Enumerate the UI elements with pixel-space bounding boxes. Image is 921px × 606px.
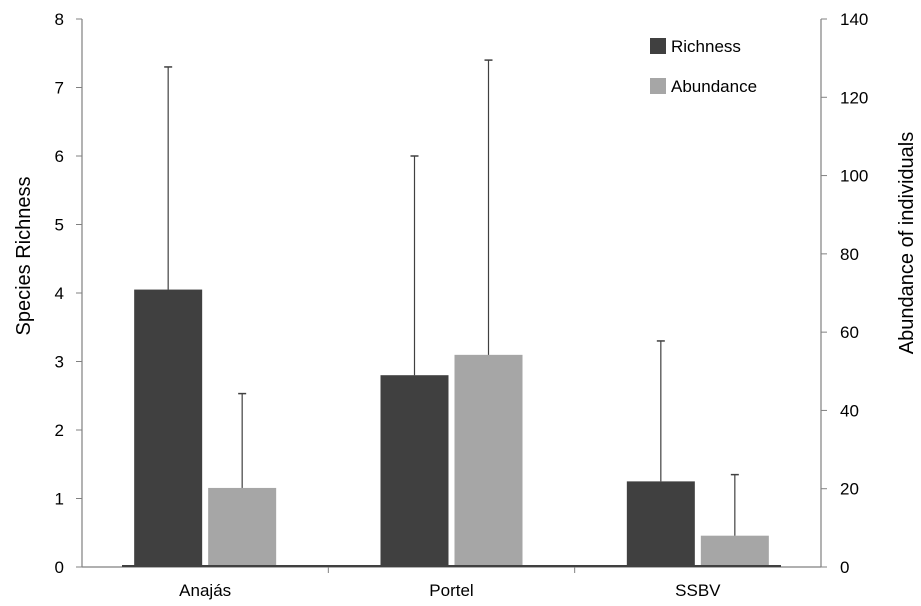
y-left-tick-label: 1 — [55, 490, 64, 509]
y-right-tick-label: 120 — [840, 88, 868, 107]
y-right-tick-label: 140 — [840, 10, 868, 29]
y-right-tick-label: 0 — [840, 558, 849, 577]
y-right-tick-label: 40 — [840, 401, 859, 420]
y-left-tick-label: 5 — [55, 216, 64, 235]
y-left-tick-label: 0 — [55, 558, 64, 577]
y-left-tick-label: 8 — [55, 10, 64, 29]
bars — [134, 289, 769, 567]
y-right-tick-label: 60 — [840, 323, 859, 342]
legend: Richness Abundance — [650, 37, 757, 96]
legend-swatch-abundance — [650, 78, 666, 94]
error-bars — [122, 59, 781, 567]
y-right-tick-label: 20 — [840, 480, 859, 499]
bar-richness — [380, 375, 449, 567]
x-tick-label: Portel — [429, 581, 473, 600]
y-right-tick-label: 80 — [840, 245, 859, 264]
y-left-tick-label: 4 — [55, 284, 64, 303]
x-tick-label: SSBV — [675, 581, 721, 600]
y-left-tick-label: 2 — [55, 421, 64, 440]
x-tick-label: Anajás — [179, 581, 231, 600]
y-left-tick-label: 6 — [55, 147, 64, 166]
legend-label-abundance: Abundance — [671, 77, 757, 96]
y-right-tick-label: 100 — [840, 167, 868, 186]
y-axis-right-title: Abundance of individuals — [896, 132, 918, 354]
bar-abundance — [700, 535, 769, 567]
bar-abundance — [208, 487, 277, 567]
category-separators — [327, 567, 576, 573]
bar-richness — [134, 289, 203, 567]
y-left-tick-label: 3 — [55, 353, 64, 372]
y-axis-left-title: Species Richness — [13, 177, 35, 336]
y-left-tick-label: 7 — [55, 79, 64, 98]
bar-richness — [626, 481, 695, 567]
legend-label-richness: Richness — [671, 37, 741, 56]
legend-swatch-richness — [650, 38, 666, 54]
bar-abundance — [454, 354, 523, 567]
